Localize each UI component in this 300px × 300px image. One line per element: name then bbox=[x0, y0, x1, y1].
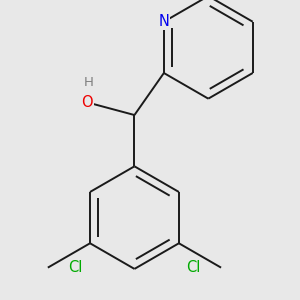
Text: H: H bbox=[84, 76, 94, 89]
Text: O: O bbox=[82, 95, 93, 110]
Text: Cl: Cl bbox=[68, 260, 83, 275]
Text: N: N bbox=[158, 14, 169, 29]
Text: Cl: Cl bbox=[187, 260, 201, 275]
